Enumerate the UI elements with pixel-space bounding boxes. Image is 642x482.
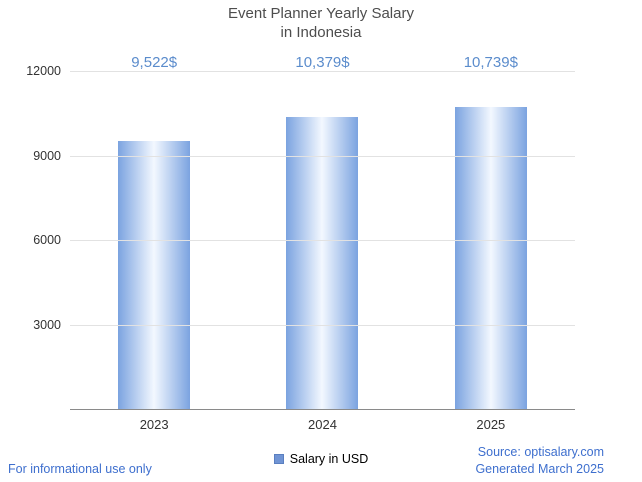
legend: Salary in USD	[0, 452, 642, 466]
bar-2024	[286, 116, 359, 409]
bar-2023	[118, 140, 191, 409]
bar-2025	[454, 106, 527, 409]
source-block: Source: optisalary.com Generated March 2…	[475, 444, 604, 478]
y-axis-tick-label: 6000	[33, 233, 61, 247]
x-axis-labels: 2023 2024 2025	[70, 417, 575, 435]
x-axis-tick-label: 2024	[308, 417, 337, 432]
x-axis-tick-label: 2025	[476, 417, 506, 432]
legend-swatch-icon	[273, 454, 284, 464]
gridline	[70, 324, 575, 326]
bars-row	[70, 71, 575, 409]
y-axis-tick-label: 12000	[26, 64, 61, 78]
chart-title-line2: in Indonesia	[280, 23, 362, 41]
chart-title-line1: Event Planner Yearly Salary	[228, 5, 414, 22]
y-axis-tick-label: 9000	[33, 148, 61, 163]
generated-date: Generated March 2025	[475, 462, 604, 477]
bar-value-label: 10,739$	[463, 54, 518, 71]
disclaimer-text: For informational use only	[8, 462, 152, 476]
bar-slot	[70, 71, 238, 409]
bar-value-label: 10,379$	[295, 54, 350, 71]
gridline	[70, 155, 575, 157]
bar-value-label: 9,522$	[131, 54, 178, 71]
x-axis-tick-label: 2023	[139, 417, 169, 432]
y-axis-tick-label: 3000	[33, 317, 61, 332]
gridline	[70, 240, 575, 241]
bar-slot	[238, 71, 406, 409]
gridline	[70, 71, 575, 72]
value-label-row: 9,522$ 10,379$ 10,739$	[70, 54, 575, 74]
legend-label: Salary in USD	[289, 452, 369, 466]
plot-area: 3000 6000 9000 12000	[26, 64, 575, 410]
bar-slot	[407, 71, 575, 409]
chart-title: Event Planner Yearly Salary in Indonesia	[0, 5, 642, 43]
source-link[interactable]: Source: optisalary.com	[477, 445, 604, 460]
